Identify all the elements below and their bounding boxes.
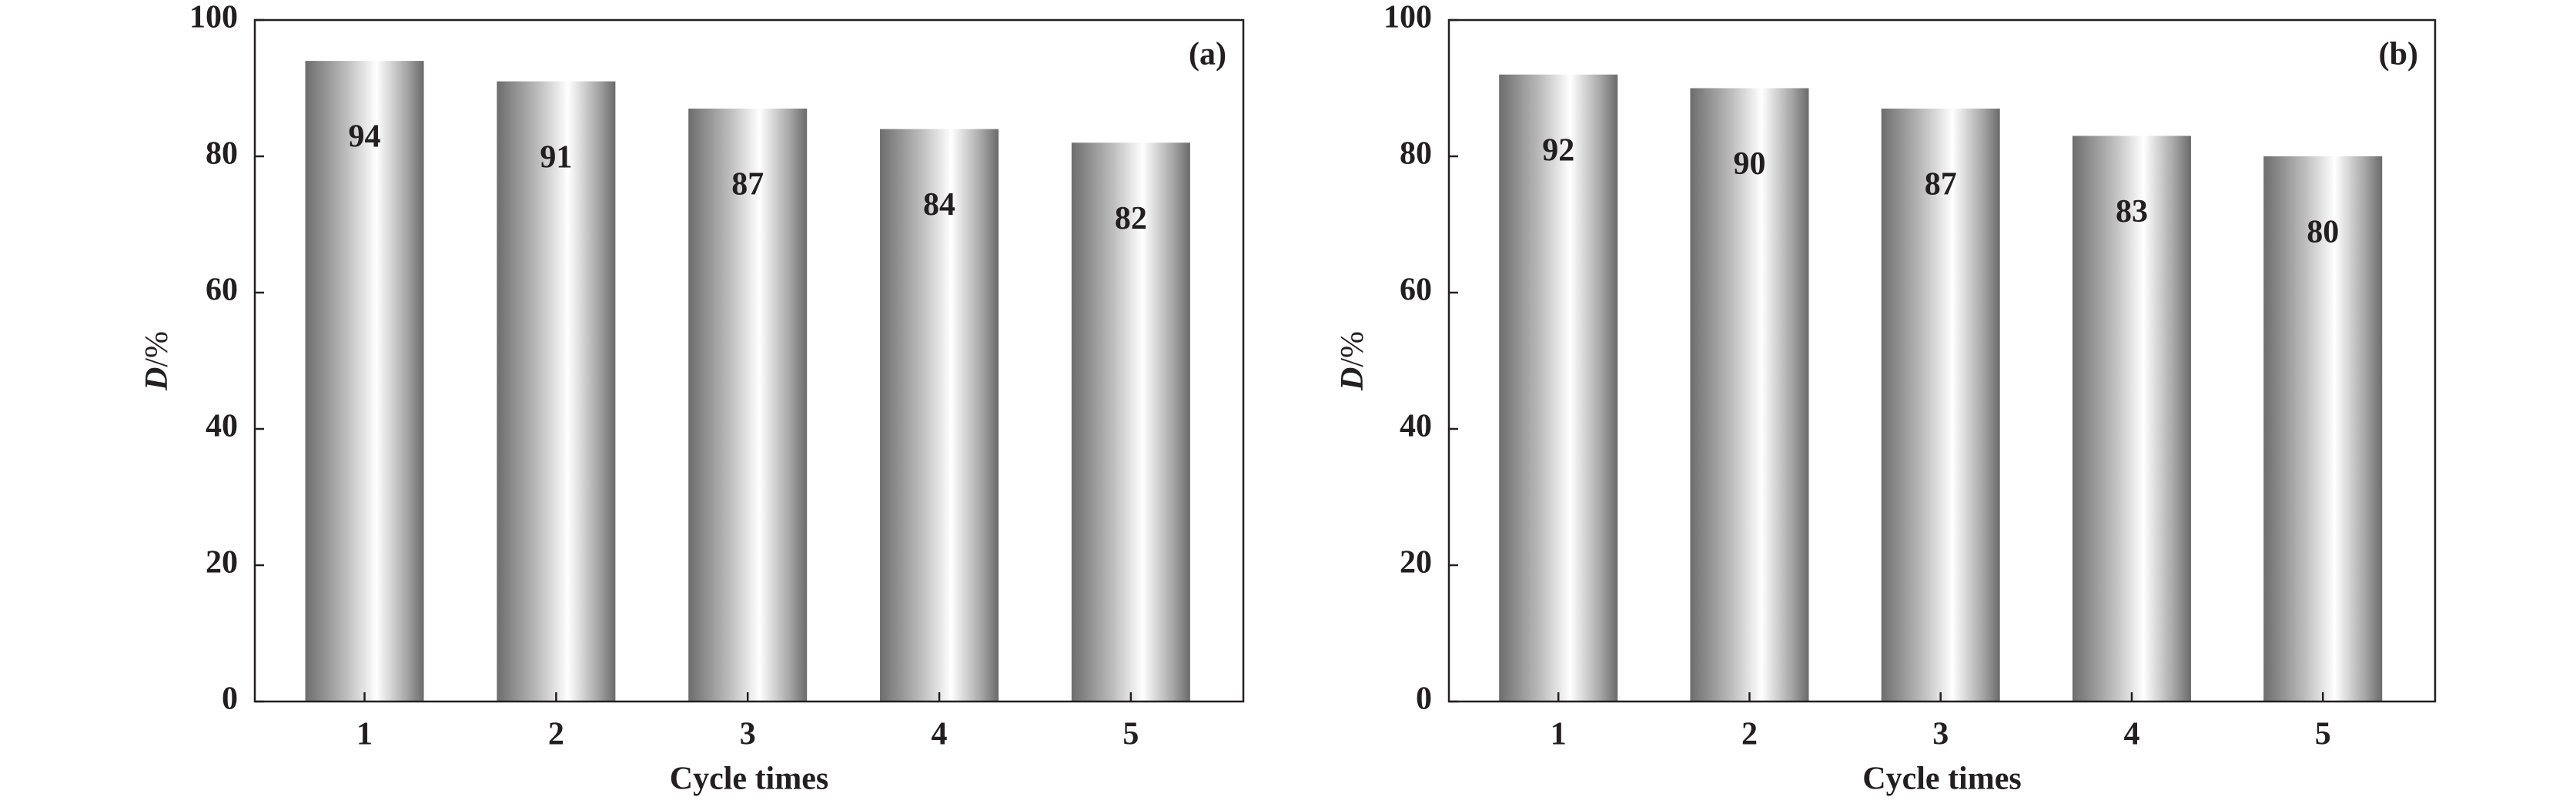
x-tick-label: 5 [1122, 717, 1139, 752]
bar [1499, 74, 1618, 702]
y-tick-label: 60 [206, 273, 238, 308]
bar [305, 61, 424, 702]
y-tick-label: 0 [1416, 681, 1432, 717]
value-label: 83 [2116, 194, 2148, 229]
y-tick-label: 20 [206, 545, 238, 581]
x-tick-label: 5 [2315, 717, 2331, 752]
y-axis-label: D/% [1335, 331, 1370, 391]
value-label: 84 [923, 187, 955, 223]
value-label: 90 [1733, 146, 1765, 182]
bar [497, 81, 616, 702]
x-tick-label: 3 [740, 717, 756, 752]
value-label: 94 [349, 119, 381, 155]
plot-frame [253, 18, 1245, 703]
y-tick-label: 80 [206, 136, 238, 172]
bar [2263, 156, 2383, 702]
x-tick-label: 2 [1741, 717, 1758, 752]
y-tick-label: 40 [206, 409, 238, 444]
panel-label: (a) [1189, 37, 1226, 72]
bar [2072, 136, 2191, 702]
value-label: 82 [1115, 201, 1147, 236]
y-tick-label: 20 [1400, 545, 1432, 581]
bar [1690, 88, 1809, 702]
x-tick-label: 2 [548, 717, 564, 752]
y-tick-label: 80 [1400, 136, 1432, 172]
bar [1881, 109, 2000, 702]
x-tick-label: 4 [932, 717, 948, 752]
value-label: 91 [540, 139, 572, 175]
bar [688, 109, 808, 702]
bar [880, 129, 999, 702]
y-tick-label: 100 [1383, 0, 1432, 35]
x-tick-label: 1 [356, 717, 373, 752]
value-label: 87 [731, 167, 764, 203]
y-tick-label: 40 [1400, 409, 1432, 444]
y-tick-label: 60 [1400, 273, 1432, 308]
x-axis-label: Cycle times [670, 762, 828, 797]
y-axis-label: D/% [139, 331, 175, 391]
y-tick-label: 100 [189, 0, 238, 35]
plot-frame [1447, 18, 2437, 703]
x-tick-label: 1 [1551, 717, 1567, 752]
x-tick-label: 3 [1932, 717, 1949, 752]
panel-label: (b) [2379, 37, 2418, 72]
value-label: 80 [2307, 215, 2339, 250]
bar [1071, 142, 1190, 702]
x-axis-label: Cycle times [1862, 762, 2021, 797]
value-label: 92 [1542, 132, 1574, 168]
y-tick-label: 0 [222, 681, 238, 717]
x-tick-label: 4 [2123, 717, 2139, 752]
value-label: 87 [1925, 167, 1957, 203]
